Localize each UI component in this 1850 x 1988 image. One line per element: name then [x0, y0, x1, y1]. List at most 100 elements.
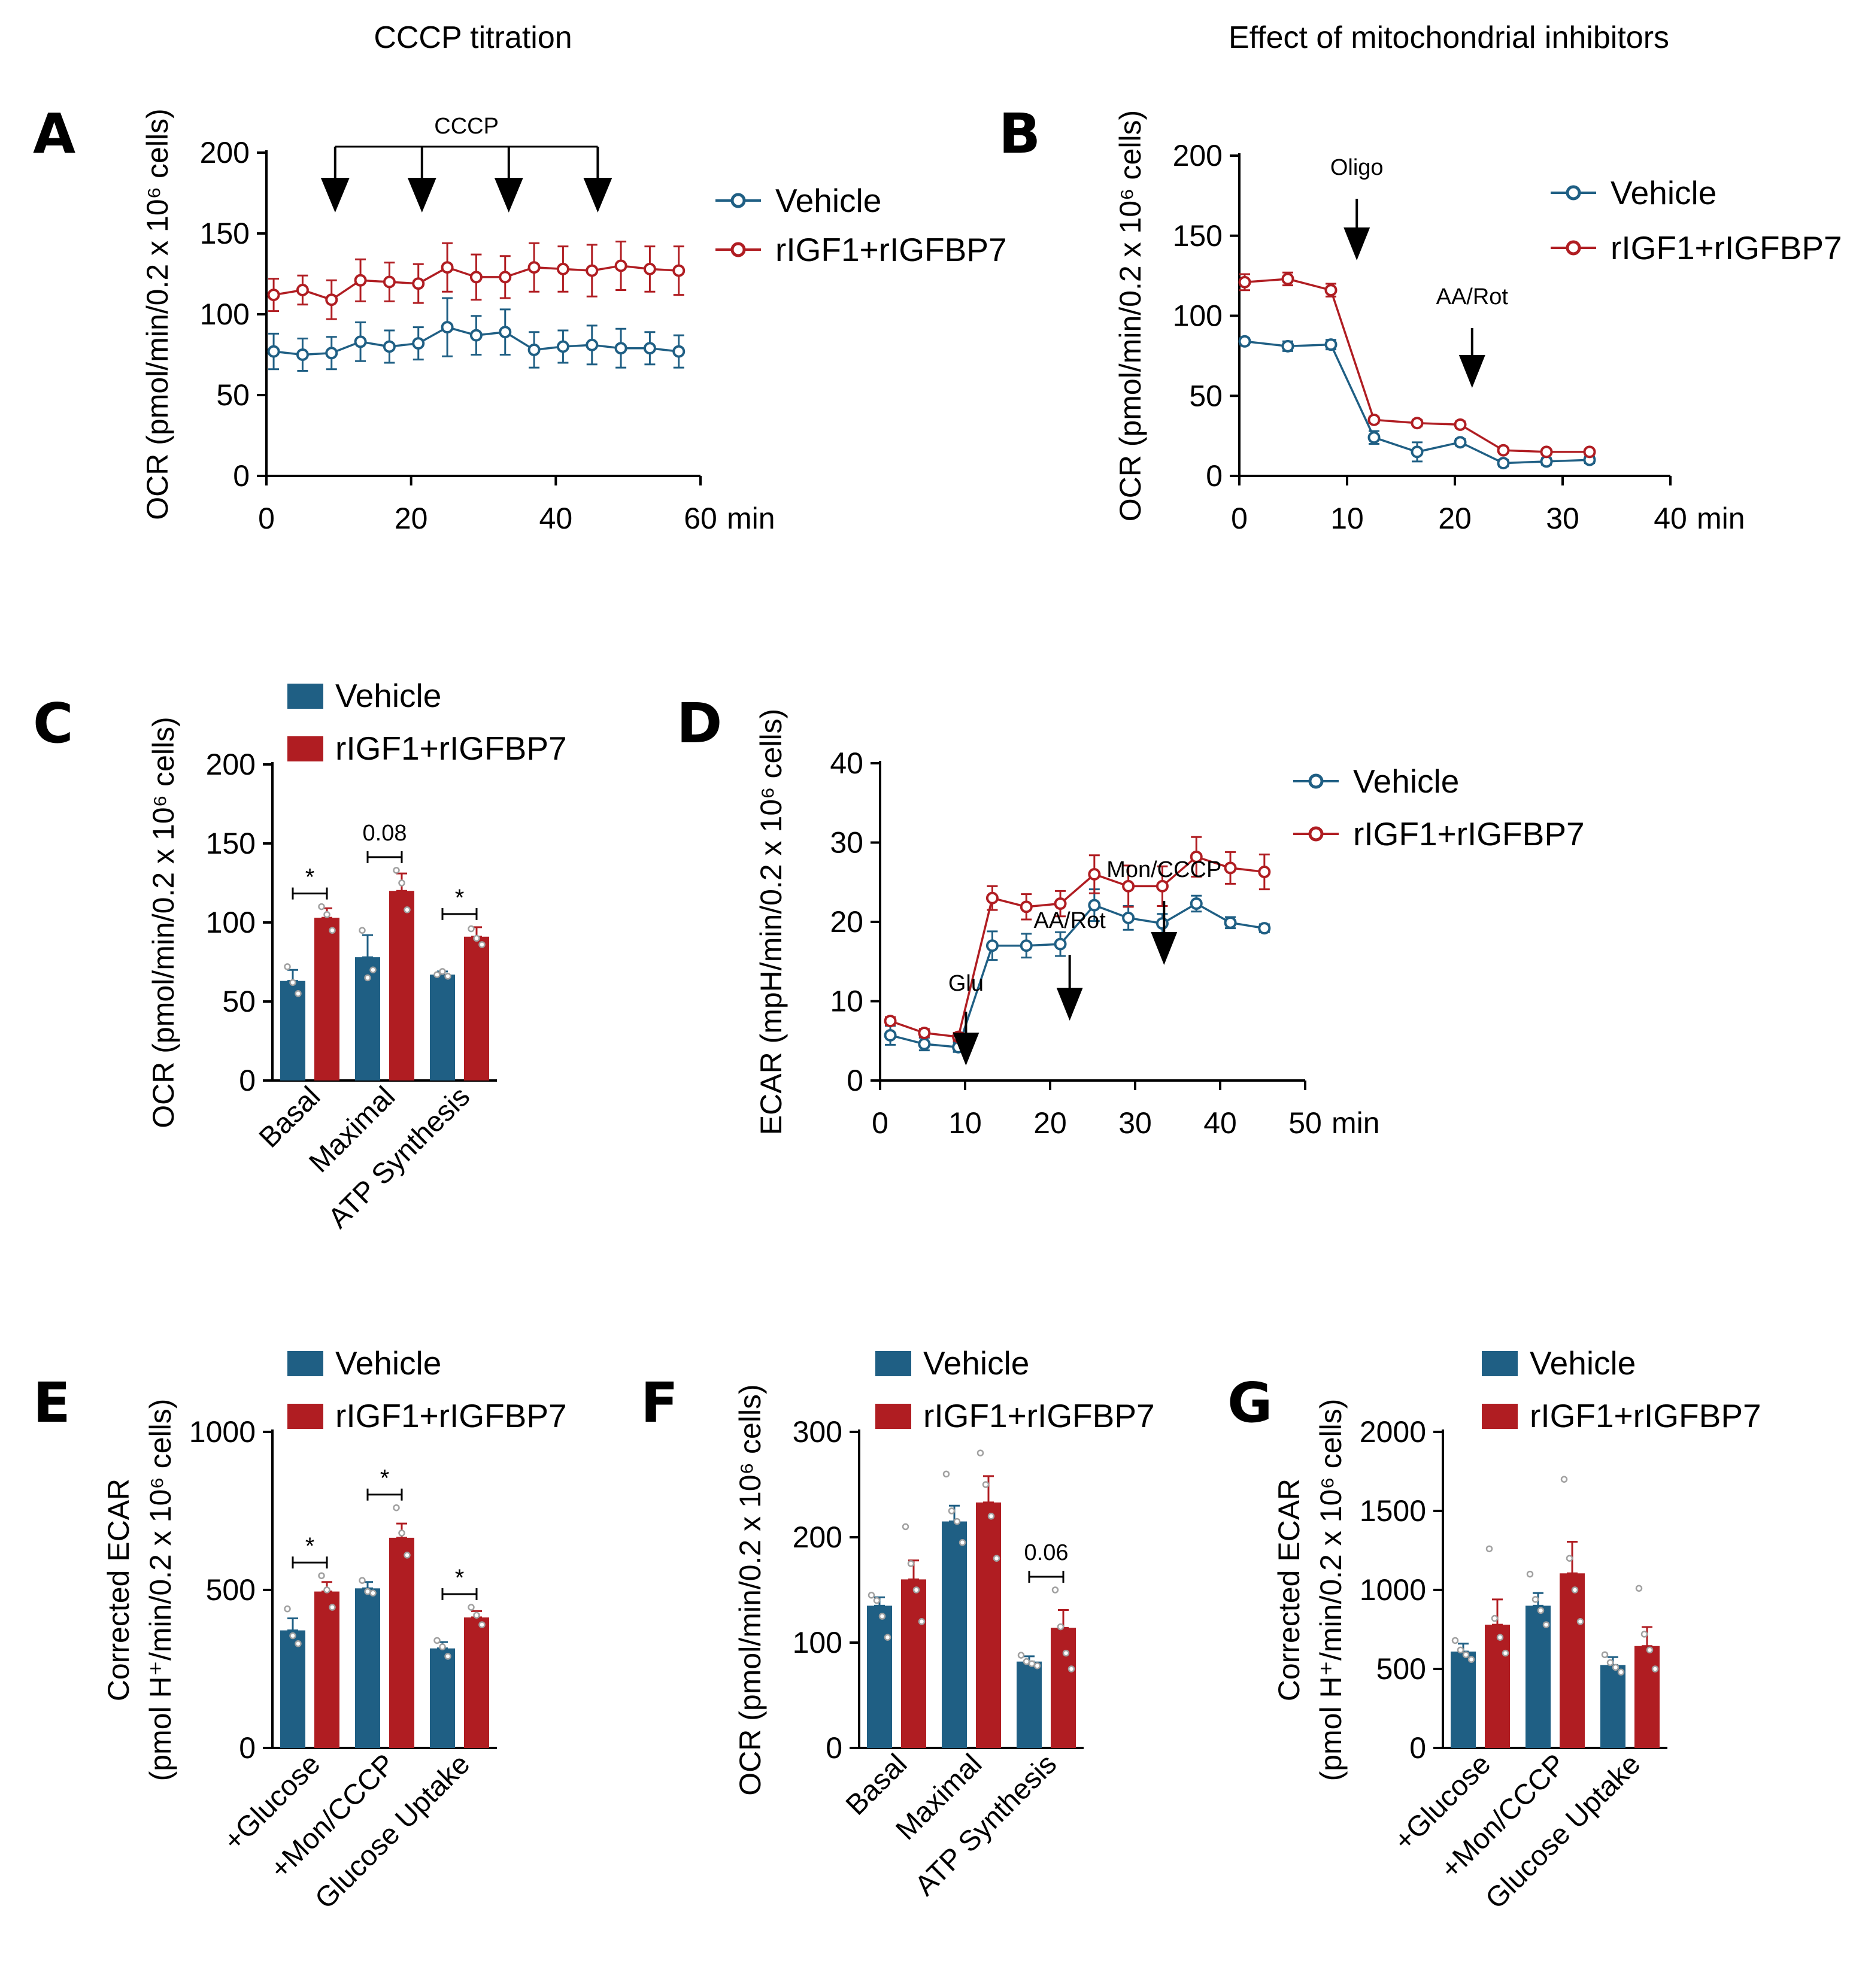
annotation-arrow [494, 147, 523, 213]
legend-label: Vehicle [775, 182, 881, 219]
data-point [1324, 338, 1338, 351]
x-category-label: Basal [840, 1748, 913, 1821]
legend-marker [1308, 773, 1324, 789]
data-point [1054, 937, 1067, 951]
bar [1485, 1625, 1510, 1748]
panel-A: 0 50 100 150 200 0 20 40 60 min OCR (pmol/min/0.2 … [141, 108, 1007, 535]
header-right: Effect of mitochondrial inhibitors [1229, 20, 1669, 55]
panel-E: 0 500 1000 Corrected ECAR (pmol H⁺/min/0.2 x… [102, 1344, 567, 1915]
bar [1600, 1665, 1625, 1748]
x-category-label: Basal [253, 1080, 326, 1154]
y-tick-label: 0 [826, 1731, 842, 1765]
y-tick-label: 200 [1173, 139, 1223, 172]
data-point [1238, 275, 1251, 289]
replicate-point [439, 1643, 446, 1650]
data-point [267, 289, 280, 302]
legend-label: Vehicle [335, 677, 441, 714]
annotation-arrow [953, 1012, 979, 1066]
data-point [1190, 850, 1203, 863]
data-point [354, 335, 367, 348]
replicate-point [942, 1470, 950, 1478]
data-point [1367, 431, 1381, 444]
replicate-point [1566, 1555, 1573, 1562]
replicate-point [329, 1604, 336, 1611]
legend-marker [730, 242, 746, 257]
y-tick-label: 40 [830, 746, 863, 780]
replicate-point [976, 1449, 984, 1456]
data-point [383, 340, 396, 353]
bar [389, 1537, 414, 1748]
data-point [267, 345, 280, 358]
replicate-point [1531, 1596, 1539, 1603]
data-point [383, 275, 396, 289]
data-point [441, 321, 454, 334]
legend-label: rIGF1+rIGFBP7 [923, 1397, 1155, 1434]
data-point [1088, 868, 1101, 881]
replicate-point [359, 927, 366, 934]
data-point [1497, 444, 1510, 457]
x-tick-label: 0 [1231, 502, 1248, 535]
replicate-point [323, 911, 330, 918]
replicate-point [1028, 1660, 1036, 1667]
data-point [614, 259, 627, 272]
bar [1526, 1605, 1551, 1748]
replicate-point [364, 974, 371, 982]
significance-label: 0.08 [363, 821, 407, 846]
replicate-point [959, 1539, 966, 1546]
annotation-arrow-head [583, 178, 612, 213]
panel-letter-B: B [999, 102, 1041, 166]
data-point [556, 340, 569, 353]
replicate-point [912, 1586, 920, 1594]
bar [976, 1502, 1001, 1748]
data-point [296, 348, 309, 361]
replicate-point [284, 1605, 291, 1613]
legend-swatch [287, 736, 323, 761]
replicate-point [468, 925, 475, 933]
replicate-point [478, 941, 486, 948]
replicate-point [1451, 1637, 1459, 1644]
replicate-point [295, 990, 302, 997]
legend-label: rIGF1+rIGFBP7 [1530, 1397, 1761, 1434]
x-tick-label: 0 [258, 502, 275, 535]
data-point [527, 343, 541, 356]
replicate-point [478, 1621, 486, 1628]
data-point [412, 277, 425, 290]
header-left: CCCP titration [374, 20, 572, 55]
y-tick-label: 50 [216, 378, 250, 412]
panel-letter-A: A [33, 102, 75, 166]
data-point [1258, 922, 1271, 935]
annotation-arrow [407, 147, 436, 213]
replicate-point [404, 1552, 411, 1559]
annotation-arrow [1458, 328, 1485, 388]
replicate-point [1635, 1585, 1643, 1592]
data-point [643, 262, 656, 275]
replicate-point [1612, 1664, 1619, 1671]
y-tick-label: 100 [200, 298, 250, 331]
x-tick-label: 20 [395, 502, 428, 535]
data-point [1411, 445, 1424, 459]
replicate-point [993, 1555, 1000, 1562]
annotation-arrow-head [320, 178, 350, 213]
y-tick-label: 100 [1173, 299, 1223, 333]
data-point [918, 1027, 931, 1039]
replicate-point [873, 1597, 881, 1604]
bar [1017, 1661, 1042, 1748]
replicate-point [404, 906, 411, 913]
data-point [586, 338, 599, 351]
bar [389, 891, 414, 1080]
legend-label: rIGF1+rIGFBP7 [335, 730, 567, 767]
replicate-point [359, 1577, 366, 1584]
y-tick-label: 500 [1376, 1652, 1426, 1686]
replicate-point [323, 1586, 330, 1594]
replicate-point [439, 968, 446, 975]
y-tick-label: 1000 [1360, 1573, 1426, 1607]
legend-label: Vehicle [1611, 174, 1716, 211]
y-tick-label: 50 [222, 985, 256, 1018]
annotation-label: AA/Rot [1436, 284, 1509, 309]
data-point [325, 293, 338, 306]
panel-F: 0 100 200 300 OCR (pmol/min/0.2 x 10⁶ cells)… [733, 1344, 1155, 1902]
replicate-point [1051, 1586, 1059, 1594]
replicate-point [1651, 1665, 1659, 1673]
replicate-point [987, 1513, 995, 1520]
bar [314, 1591, 339, 1748]
